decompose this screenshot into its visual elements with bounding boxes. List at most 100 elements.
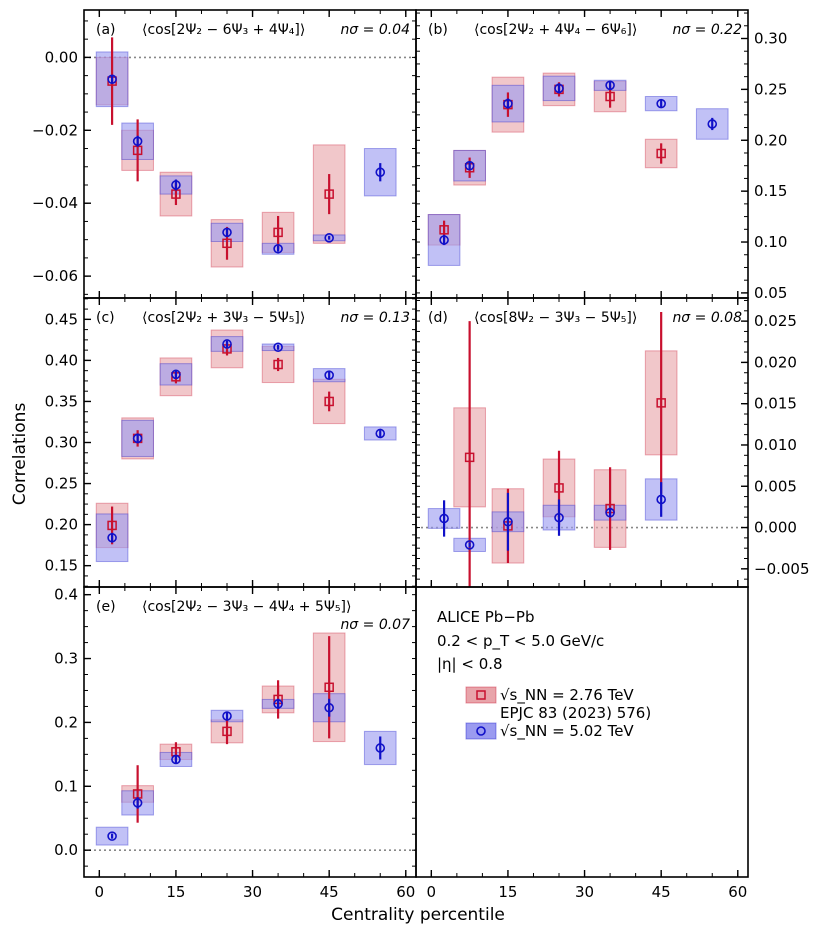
legend-sublabel-276: EPJC 83 (2023) 576) bbox=[500, 704, 651, 722]
y-tick-label: −0.02 bbox=[32, 121, 78, 139]
legend: ALICE Pb−Pb 0.2 < p_T < 5.0 GeV/c |η| < … bbox=[437, 608, 651, 741]
y-tick-label: 0.30 bbox=[45, 434, 78, 452]
y-tick-label: 0.25 bbox=[754, 80, 787, 98]
point-502 bbox=[605, 507, 615, 518]
point-276 bbox=[439, 225, 449, 235]
point-502 bbox=[324, 702, 334, 713]
y-tick-label: 0.010 bbox=[754, 436, 797, 454]
point-502 bbox=[132, 798, 143, 808]
point-502 bbox=[222, 227, 232, 238]
point-502 bbox=[171, 369, 181, 380]
y-tick-label: 0.00 bbox=[45, 48, 78, 66]
y-tick-label: 0.005 bbox=[754, 477, 797, 495]
point-502 bbox=[107, 532, 117, 543]
panel-d: −0.005 0.000 0.005 0.010 0.015 0.020 0.025 (d) ⟨… bbox=[415, 297, 810, 588]
point-276 bbox=[554, 483, 564, 493]
point-502 bbox=[107, 74, 117, 85]
y-tick-label: 0.020 bbox=[754, 353, 797, 371]
point-502 bbox=[171, 180, 181, 190]
point-502 bbox=[707, 119, 718, 129]
y-tick-label: 0.4 bbox=[54, 586, 78, 604]
point-502 bbox=[375, 428, 386, 439]
point-502 bbox=[554, 83, 564, 94]
point-502 bbox=[464, 160, 475, 171]
legend-label-276: √s_NN = 2.76 TeV bbox=[500, 686, 634, 705]
point-502 bbox=[324, 370, 334, 380]
point-502 bbox=[171, 754, 181, 765]
y-tick-label: 0.10 bbox=[754, 233, 787, 251]
y-tick-label: −0.06 bbox=[32, 267, 78, 285]
point-502 bbox=[107, 831, 117, 841]
y-axis-label: Correlations bbox=[10, 403, 30, 506]
point-502 bbox=[554, 512, 564, 523]
point-502 bbox=[222, 339, 232, 349]
point-276 bbox=[605, 91, 615, 102]
x-tick-label: 15 bbox=[166, 883, 185, 901]
panel-title: ⟨cos[2Ψ₂ − 3Ψ₃ − 4Ψ₄ + 5Ψ₅]⟩ bbox=[142, 599, 351, 615]
point-276 bbox=[324, 682, 334, 693]
x-axis-label: Centrality percentile bbox=[331, 905, 505, 925]
y-tick-label: 0.1 bbox=[54, 777, 78, 795]
x-tick-label: 15 bbox=[498, 883, 517, 901]
y-tick-label: 0.30 bbox=[754, 29, 787, 47]
point-276 bbox=[222, 238, 232, 249]
panel-a: −0.06 −0.04 −0.02 0.00 (a) ⟨cos[2Ψ₂ − 6Ψ₃ + 4… bbox=[32, 9, 417, 299]
panel-title: ⟨cos[2Ψ₂ + 3Ψ₃ − 5Ψ₅]⟩ bbox=[142, 310, 305, 326]
x-tick-label: 0 bbox=[95, 883, 105, 901]
point-502 bbox=[375, 743, 386, 753]
panel-title: ⟨cos[2Ψ₂ − 6Ψ₃ + 4Ψ₄]⟩ bbox=[142, 22, 305, 38]
point-502 bbox=[439, 513, 449, 524]
x-tick-label: 0 bbox=[427, 883, 437, 901]
point-276 bbox=[273, 359, 283, 370]
legend-pt-range: 0.2 < p_T < 5.0 GeV/c bbox=[437, 632, 604, 651]
y-tick-label: 0.000 bbox=[754, 519, 797, 537]
y-tick-label: 0.025 bbox=[754, 312, 797, 330]
y-tick-label: 0.20 bbox=[45, 516, 78, 534]
y-tick-label: 0.3 bbox=[54, 650, 78, 668]
point-276 bbox=[273, 227, 283, 238]
x-tick-label: 45 bbox=[320, 883, 339, 901]
legend-marker-276 bbox=[476, 690, 486, 700]
y-tick-label: 0.15 bbox=[45, 557, 78, 575]
panel-label: (b) bbox=[428, 22, 448, 38]
point-502 bbox=[503, 516, 513, 527]
legend-marker-502 bbox=[476, 726, 486, 736]
point-502 bbox=[273, 699, 283, 709]
n-sigma-label: nσ = 0.04 bbox=[340, 22, 410, 38]
y-tick-label: −0.005 bbox=[754, 560, 810, 578]
legend-swatch-276 bbox=[465, 686, 497, 704]
n-sigma-label: nσ = 0.07 bbox=[340, 617, 410, 633]
panel-b: 0.05 0.10 0.15 0.20 0.25 0.30 (b) ⟨cos[2Ψ₂ + 4Ψ… bbox=[415, 9, 787, 302]
y-tick-label: 0.35 bbox=[45, 392, 78, 410]
x-tick-label: 60 bbox=[396, 883, 415, 901]
point-502 bbox=[273, 342, 283, 353]
point-502 bbox=[464, 540, 475, 550]
point-502 bbox=[324, 233, 334, 243]
x-tick-label: 45 bbox=[652, 883, 671, 901]
sys-box-502 bbox=[453, 149, 486, 182]
panel-c: 0.15 0.20 0.25 0.30 0.35 0.40 0.45 (c) ⟨cos[2Ψ₂ … bbox=[45, 297, 417, 588]
x-tick-label: 30 bbox=[243, 883, 262, 901]
point-276 bbox=[464, 452, 475, 463]
legend-experiment: ALICE Pb−Pb bbox=[437, 608, 534, 626]
point-502 bbox=[273, 243, 283, 254]
legend-panel: 0 15 30 45 60 bbox=[415, 586, 749, 901]
y-tick-label: −0.04 bbox=[32, 194, 78, 212]
y-tick-label: 0.015 bbox=[754, 395, 797, 413]
point-502 bbox=[222, 711, 232, 721]
y-tick-label: 0.20 bbox=[754, 131, 787, 149]
panels-group: −0.06−0.04−0.020.00(a) ⟨cos[2Ψ₂ − 6Ψ₃ + 4… bbox=[32, 9, 810, 901]
panel-e: 0.0 0.1 0.2 0.3 0.4 0 15 30 45 60 (e) ⟨cos[2Ψ₂ − 3Ψ… bbox=[54, 586, 417, 901]
y-tick-label: 0.05 bbox=[754, 284, 787, 302]
point-276 bbox=[107, 520, 117, 531]
legend-eta-range: |η| < 0.8 bbox=[437, 655, 503, 673]
y-tick-label: 0.40 bbox=[45, 351, 78, 369]
point-276 bbox=[222, 726, 232, 737]
panel-label: (d) bbox=[428, 310, 448, 326]
point-276 bbox=[324, 396, 334, 407]
n-sigma-label: nσ = 0.08 bbox=[672, 310, 742, 326]
point-276 bbox=[324, 189, 334, 199]
x-tick-label: 30 bbox=[575, 883, 594, 901]
legend-label-502: √s_NN = 5.02 TeV bbox=[500, 722, 634, 741]
